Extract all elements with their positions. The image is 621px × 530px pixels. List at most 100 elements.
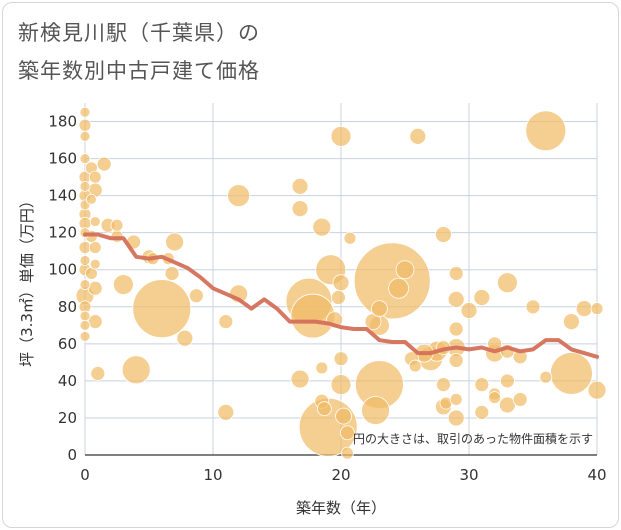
y-tick-label: 160 xyxy=(48,150,77,168)
bubble-point xyxy=(88,241,102,254)
bubble-point xyxy=(474,377,490,393)
bubble-point xyxy=(164,266,180,281)
bubble-point xyxy=(388,277,410,299)
bubble-point xyxy=(460,302,478,319)
bubble-point xyxy=(449,393,463,406)
bubble-point xyxy=(316,401,332,417)
chart-title-line-2: 築年数別中古戸建て価格 xyxy=(18,59,260,83)
x-tick-label: 20 xyxy=(331,466,350,484)
bubble-size-note: 円の大きさは、取引のあった物件面積を示す xyxy=(353,431,593,446)
bubble-point xyxy=(79,153,91,164)
bubble-point xyxy=(88,170,102,184)
bubble-point xyxy=(340,446,354,460)
bubble-point xyxy=(312,217,332,237)
bubble-layer xyxy=(75,106,607,460)
bubble-point xyxy=(539,370,553,384)
y-tick-label: 120 xyxy=(48,224,77,242)
bubble-point xyxy=(79,331,91,342)
bubble-point xyxy=(496,272,518,294)
bubble-point xyxy=(79,310,91,322)
bubble-point xyxy=(447,409,465,427)
bubble-point xyxy=(331,290,346,305)
bubble-point xyxy=(335,407,352,425)
bubble-point xyxy=(290,369,310,389)
bubble-point xyxy=(434,226,452,243)
bubble-point xyxy=(113,274,134,295)
bubble-point xyxy=(87,280,103,296)
average-price-line xyxy=(83,232,599,359)
bubble-point xyxy=(512,392,528,407)
x-tick-label: 10 xyxy=(203,466,222,484)
bubble-point xyxy=(370,300,388,318)
y-tick-label: 100 xyxy=(48,261,77,279)
y-tick-label: 0 xyxy=(67,446,77,464)
x-tick-label: 40 xyxy=(587,466,606,484)
y-tick-label: 180 xyxy=(48,113,77,131)
bubble-point xyxy=(291,177,309,195)
bubble-point xyxy=(90,366,106,381)
bubble-point xyxy=(89,216,101,227)
bubble-point xyxy=(575,300,593,318)
bubble-point xyxy=(448,321,464,337)
x-tick-label: 0 xyxy=(80,466,90,484)
bubble-point xyxy=(132,279,192,339)
bubble-point xyxy=(563,313,580,331)
bubble-point xyxy=(361,396,390,425)
bubble-point xyxy=(339,425,355,441)
bubble-point xyxy=(473,289,491,306)
bubble-point xyxy=(408,359,422,373)
bubble-point xyxy=(333,351,349,367)
x-tick-labels: 0 10 20 30 40 xyxy=(80,466,606,484)
bubble-point xyxy=(218,314,234,330)
bubble-point xyxy=(343,231,357,245)
y-tick-label: 80 xyxy=(58,298,77,316)
bubble-point xyxy=(409,127,427,145)
bubble-point xyxy=(96,156,112,172)
bubble-point xyxy=(176,329,194,347)
bubble-point xyxy=(188,288,204,304)
bubble-point xyxy=(79,319,91,331)
bubble-point xyxy=(79,130,91,142)
bubble-point xyxy=(217,403,235,421)
bubble-point xyxy=(474,404,490,420)
chart-title-line-1: 新検見川駅（千葉県）の xyxy=(18,21,260,45)
y-tick-label: 140 xyxy=(48,187,77,205)
x-axis-title: 築年数（年） xyxy=(296,499,386,517)
bubble-point xyxy=(435,377,451,393)
bubble-point xyxy=(121,355,151,385)
y-tick-label: 20 xyxy=(58,409,77,427)
bubble-point xyxy=(550,352,593,395)
bubble-point xyxy=(89,258,101,270)
bubble-point xyxy=(330,374,352,396)
bubble-point xyxy=(79,255,91,266)
bubble-point xyxy=(448,266,464,281)
bubble-point xyxy=(78,118,92,132)
y-tick-labels: 0 20 40 60 80 100 120 140 160 180 xyxy=(48,113,77,464)
bubble-point xyxy=(525,110,567,152)
bubble-point xyxy=(499,373,515,389)
bubble-point xyxy=(525,299,541,315)
bubble-point xyxy=(291,200,309,218)
bubble-point xyxy=(448,353,464,368)
y-axis-title: 坪（3.3㎡）単価（万円） xyxy=(18,193,36,367)
bubble-point xyxy=(330,125,352,147)
y-tick-label: 60 xyxy=(58,335,77,353)
bubble-point xyxy=(86,193,97,205)
x-tick-label: 30 xyxy=(459,466,478,484)
bubble-point xyxy=(79,106,91,118)
bubble-point xyxy=(587,380,607,400)
bubble-point xyxy=(590,302,604,316)
bubble-point xyxy=(79,180,91,192)
bubble-point xyxy=(395,260,415,280)
trend-line-layer xyxy=(83,232,599,359)
bubble-point xyxy=(165,232,185,252)
bubble-point xyxy=(227,184,251,208)
chart-title: 新検見川駅（千葉県）の 築年数別中古戸建て価格 xyxy=(18,14,260,90)
y-tick-label: 40 xyxy=(58,372,77,390)
bubble-point xyxy=(447,290,465,308)
bubble-point xyxy=(332,274,350,292)
bubble-point xyxy=(110,218,124,232)
bubble-point xyxy=(488,391,502,404)
bubble-point xyxy=(79,279,91,290)
